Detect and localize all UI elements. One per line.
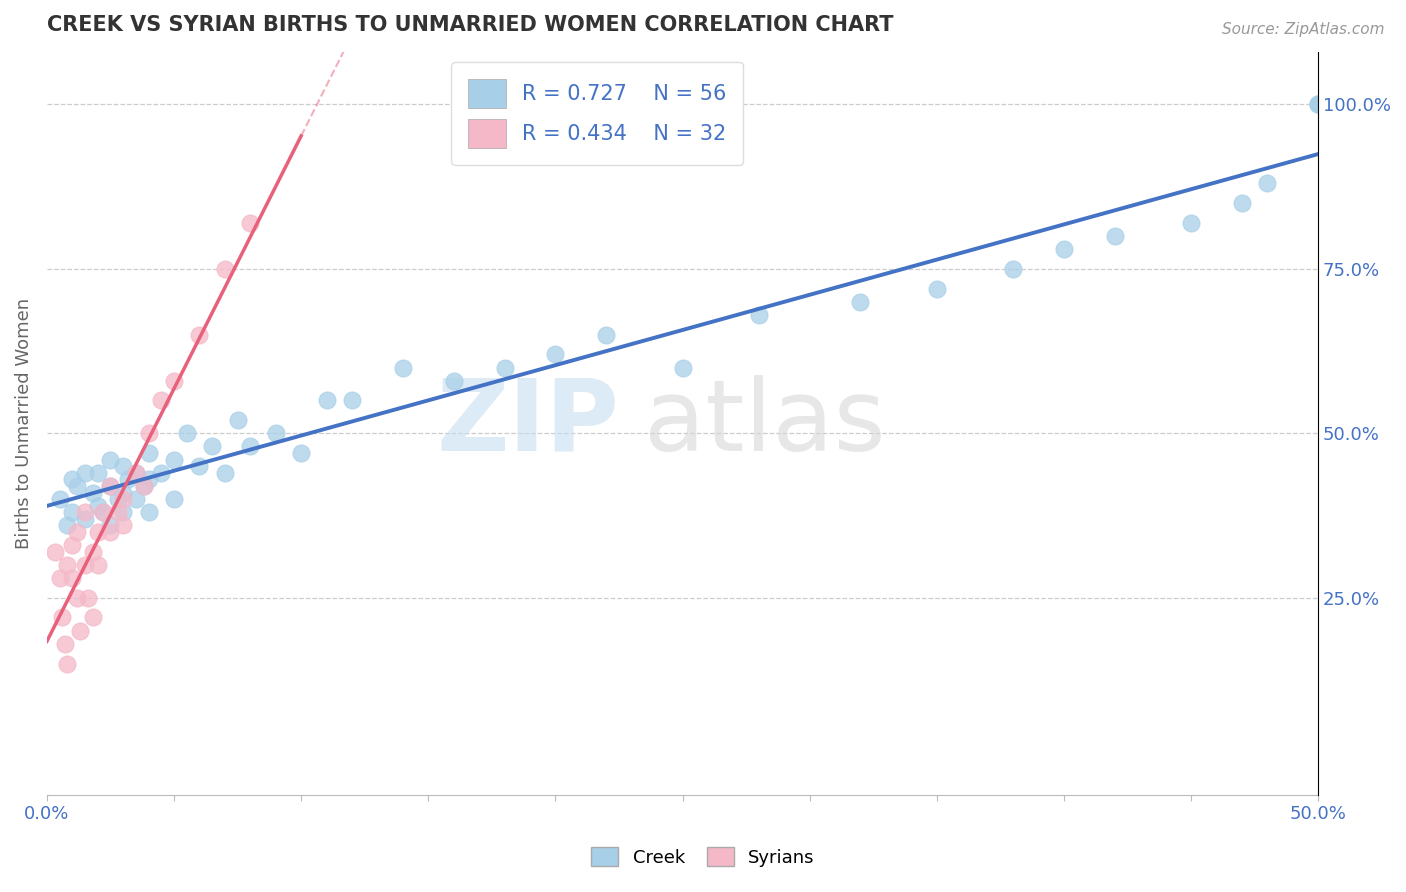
Point [1308, 97, 1330, 112]
Point [73, 558, 96, 572]
Point [66, 591, 89, 605]
Point [112, 518, 135, 533]
Point [112, 485, 135, 500]
Point [66, 479, 89, 493]
Point [60, 505, 83, 519]
Y-axis label: Births to Unmarried Women: Births to Unmarried Women [15, 298, 32, 549]
Point [48, 492, 70, 507]
Point [69, 624, 91, 638]
Point [138, 505, 160, 519]
Point [748, 308, 770, 322]
Text: CREEK VS SYRIAN BIRTHS TO UNMARRIED WOMEN CORRELATION CHART: CREEK VS SYRIAN BIRTHS TO UNMARRIED WOME… [46, 15, 893, 35]
Point [60, 538, 83, 552]
Text: atlas: atlas [644, 375, 886, 472]
Point [290, 446, 312, 460]
Legend: Creek, Syrians: Creek, Syrians [583, 840, 823, 874]
Point [112, 459, 135, 474]
Point [1053, 242, 1076, 256]
Point [392, 360, 415, 375]
Point [100, 518, 122, 533]
Point [264, 426, 287, 441]
Point [1104, 229, 1126, 244]
Point [595, 327, 617, 342]
Point [214, 261, 236, 276]
Point [87, 499, 110, 513]
Point [163, 452, 186, 467]
Point [73, 512, 96, 526]
Point [163, 374, 186, 388]
Point [91, 505, 114, 519]
Point [239, 216, 262, 230]
Point [100, 452, 122, 467]
Point [117, 472, 139, 486]
Point [112, 505, 135, 519]
Point [56, 558, 79, 572]
Point [188, 327, 211, 342]
Point [226, 413, 249, 427]
Point [44, 545, 66, 559]
Point [201, 440, 224, 454]
Point [51, 610, 73, 624]
Text: Source: ZipAtlas.com: Source: ZipAtlas.com [1222, 22, 1385, 37]
Point [60, 472, 83, 486]
Point [1308, 97, 1330, 112]
Point [494, 360, 516, 375]
Point [100, 479, 122, 493]
Point [214, 466, 236, 480]
Point [1230, 196, 1253, 211]
Point [1256, 177, 1278, 191]
Text: ZIP: ZIP [436, 375, 619, 472]
Point [138, 426, 160, 441]
Point [82, 485, 104, 500]
Point [340, 393, 363, 408]
Point [82, 545, 104, 559]
Point [150, 466, 173, 480]
Legend: R = 0.727    N = 56, R = 0.434    N = 32: R = 0.727 N = 56, R = 0.434 N = 32 [451, 62, 744, 165]
Point [125, 466, 148, 480]
Point [925, 282, 948, 296]
Point [87, 558, 110, 572]
Point [132, 479, 155, 493]
Point [138, 472, 160, 486]
Point [87, 524, 110, 539]
Point [125, 492, 148, 507]
Point [443, 374, 465, 388]
Point [48, 571, 70, 585]
Point [73, 466, 96, 480]
Point [849, 294, 872, 309]
Point [107, 505, 129, 519]
Point [188, 459, 211, 474]
Point [56, 518, 79, 533]
Point [60, 571, 83, 585]
Point [176, 426, 198, 441]
Point [138, 446, 160, 460]
Point [76, 591, 98, 605]
Point [56, 657, 79, 671]
Point [100, 479, 122, 493]
Point [544, 347, 567, 361]
Point [132, 479, 155, 493]
Point [73, 505, 96, 519]
Point [87, 466, 110, 480]
Point [150, 393, 173, 408]
Point [66, 524, 89, 539]
Point [100, 524, 122, 539]
Point [112, 492, 135, 507]
Point [163, 492, 186, 507]
Point [91, 505, 114, 519]
Point [125, 466, 148, 480]
Point [315, 393, 337, 408]
Point [239, 440, 262, 454]
Point [107, 492, 129, 507]
Point [1308, 97, 1330, 112]
Point [1180, 216, 1202, 230]
Point [671, 360, 693, 375]
Point [1002, 261, 1025, 276]
Point [53, 637, 76, 651]
Point [82, 610, 104, 624]
